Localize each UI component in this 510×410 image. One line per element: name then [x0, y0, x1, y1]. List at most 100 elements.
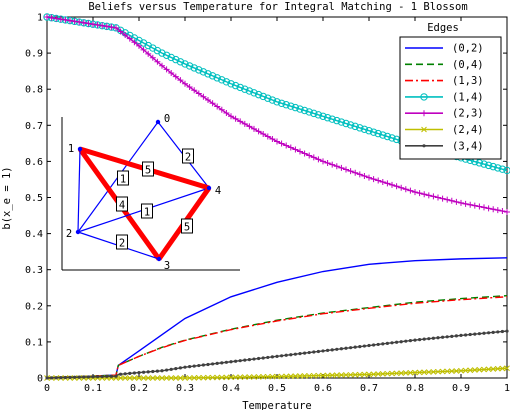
series-point-marker [246, 123, 253, 130]
legend-marker [422, 144, 426, 148]
series-point-marker [250, 89, 258, 97]
series-point-marker [293, 352, 297, 356]
series-point-marker [287, 102, 295, 110]
series-point-marker [247, 357, 251, 362]
series-point-marker [214, 374, 221, 381]
series-point-marker [292, 373, 299, 379]
series-point-marker [319, 112, 327, 120]
series-point-marker [494, 164, 502, 172]
series-point-marker [149, 54, 156, 61]
inset-node-label: 0 [164, 113, 170, 125]
series-point-marker [228, 374, 234, 381]
series-point-marker [343, 372, 349, 378]
series-point-marker [269, 136, 276, 143]
series-point-marker [229, 360, 233, 364]
inset-weight-box [116, 196, 128, 212]
series-point-marker [310, 372, 317, 379]
series-point-marker [159, 375, 165, 381]
series-point-marker [119, 372, 123, 376]
series-point-marker [191, 87, 198, 94]
inset-weight-box [116, 234, 128, 250]
series-point-marker [431, 336, 435, 340]
series-point-marker [448, 368, 455, 374]
y-tick-label: 0.9 [25, 49, 43, 60]
series-point-marker [339, 347, 343, 351]
series-point-marker [215, 361, 219, 365]
series-point-marker [178, 366, 182, 370]
x-tick-label: 0.7 [360, 383, 378, 394]
series-point-marker [126, 375, 133, 381]
series-point-marker [343, 166, 349, 173]
series-point-marker [307, 350, 311, 355]
legend: Edges (0,2) (0,4) (1,3) (1,4) (2,3) (2,4) (3,4… [399, 22, 502, 160]
x-tick-label: 0.5 [268, 383, 286, 394]
series-point-marker [209, 100, 216, 107]
series-point-marker [199, 68, 208, 76]
series-point-marker [498, 165, 507, 173]
series-point-marker [169, 367, 173, 371]
series-point-marker [159, 62, 165, 69]
series-point-marker [320, 158, 326, 165]
series-point-marker [430, 369, 437, 375]
series-line [46, 257, 508, 379]
series-point-marker [329, 161, 336, 168]
series-point-marker [305, 108, 313, 116]
series-point-marker [278, 373, 285, 380]
series-point-marker [333, 372, 340, 379]
series-point-marker [408, 339, 412, 343]
series-point-marker [167, 53, 175, 62]
series-point-marker [320, 372, 326, 379]
series-point-marker [214, 103, 221, 110]
series-point-marker [231, 81, 240, 90]
series-point-marker [356, 371, 363, 378]
legend-entry: (0,2) [405, 43, 484, 55]
y-tick-label: 0.7 [25, 121, 43, 132]
x-tick-label: 0.6 [314, 383, 332, 394]
series-point-marker [259, 92, 267, 101]
series-point-marker [453, 198, 460, 205]
series-point-marker [122, 375, 129, 381]
series-point-marker [237, 118, 244, 125]
inset-weight-label: 2 [119, 238, 125, 250]
x-tick-label: 0.3 [176, 383, 194, 394]
series-point-marker [416, 369, 423, 376]
series-point-marker [352, 169, 359, 176]
series-point-marker [123, 372, 127, 376]
series-point-marker [149, 375, 156, 381]
series-point-marker [422, 337, 426, 341]
series-point-marker [94, 21, 101, 28]
series-point-marker [67, 17, 73, 24]
series-point-marker [315, 156, 322, 163]
series-point-marker [407, 369, 414, 376]
series-point-marker [375, 177, 382, 184]
y-tick-label: 0.2 [25, 301, 43, 312]
series-point-marker [277, 99, 286, 107]
series-point-marker [270, 355, 274, 359]
series-point-marker [232, 115, 239, 122]
series-point-marker [356, 124, 364, 132]
series-point-marker [366, 174, 372, 181]
series-point-marker [402, 186, 409, 193]
series-point-marker [208, 72, 217, 80]
series-point-marker [234, 359, 238, 363]
series-point-marker [71, 18, 78, 25]
series-point-marker [160, 369, 164, 373]
series-point-marker [162, 51, 171, 59]
series-point-marker [76, 19, 83, 26]
series-point-marker [273, 98, 281, 106]
series-point-marker [205, 374, 211, 381]
series-point-marker [352, 371, 359, 378]
series-point-marker [481, 204, 487, 211]
series-point-marker [182, 375, 188, 381]
series-point-marker [374, 129, 382, 138]
series-point-marker [145, 50, 152, 57]
series-point-marker [346, 121, 355, 129]
series-point-marker [264, 94, 272, 102]
series-point-marker [284, 353, 288, 357]
series-point-marker [100, 374, 104, 379]
series-point-marker [499, 208, 506, 215]
series-point-marker [140, 375, 147, 381]
y-tick-label: 0.6 [25, 157, 43, 168]
series-point-marker [351, 122, 359, 131]
inset-node [75, 229, 81, 235]
